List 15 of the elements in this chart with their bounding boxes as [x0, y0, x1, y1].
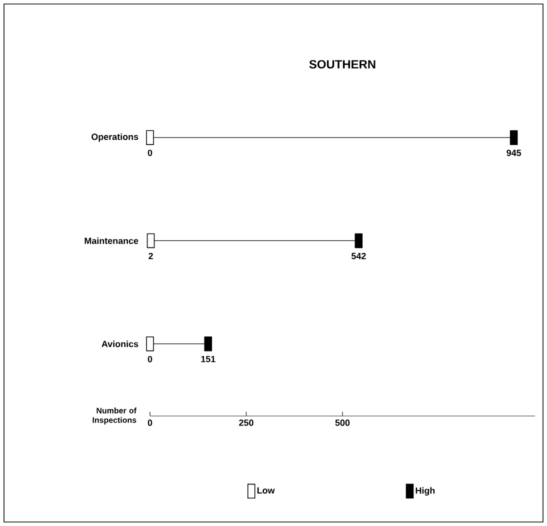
x-tick-label: 250	[239, 420, 254, 426]
data-label: 542	[351, 252, 366, 260]
chart-title: SOUTHERN	[309, 60, 376, 69]
legend-label: High	[416, 487, 435, 496]
data-label: 2	[148, 252, 153, 260]
data-label: 151	[201, 356, 216, 362]
x-tick-label: 0	[148, 420, 152, 426]
y-tick-label: Operations	[92, 133, 138, 142]
y-tick-label: Maintenance	[84, 237, 138, 244]
legend-label: Low	[257, 487, 275, 494]
data-label: 0	[148, 356, 152, 362]
y-tick-label: Avionics	[102, 340, 138, 348]
data-label: 0	[148, 150, 152, 156]
data-label: 945	[506, 150, 522, 156]
x-tick-label: 500	[335, 420, 350, 426]
